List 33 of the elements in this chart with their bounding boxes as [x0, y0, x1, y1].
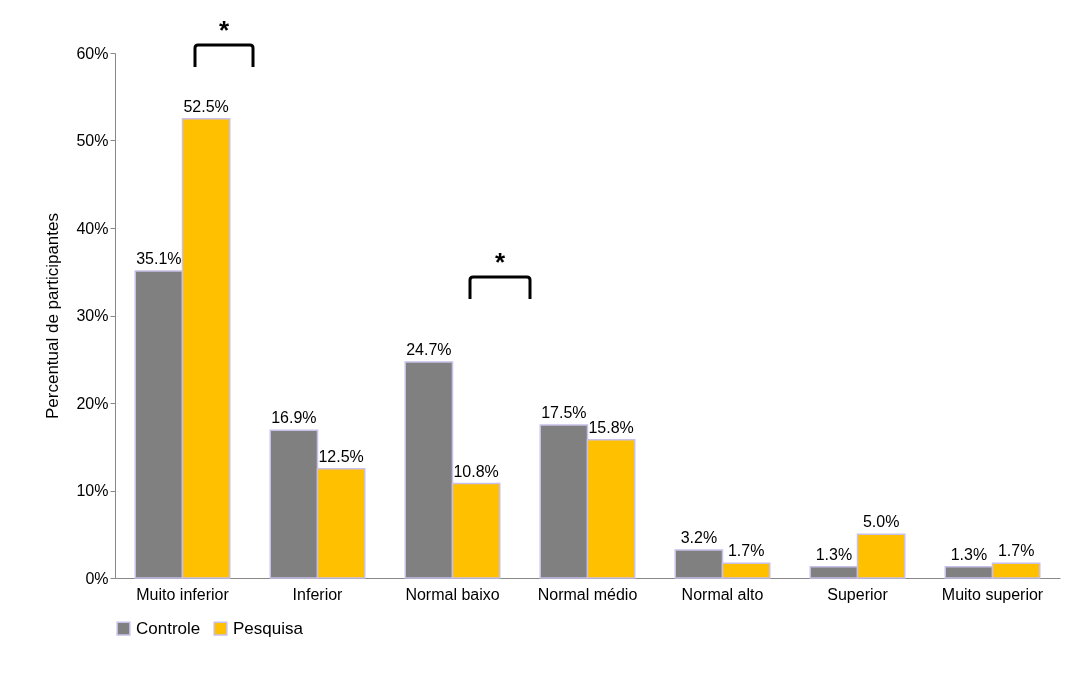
- data-label: 15.8%: [588, 418, 634, 436]
- y-tick-label: 20%: [76, 394, 109, 412]
- data-label: 1.7%: [727, 542, 765, 560]
- y-axis-title: Percentual de participantes: [43, 212, 63, 420]
- data-label: 5.0%: [862, 513, 900, 531]
- data-label: 3.2%: [680, 529, 718, 546]
- y-tick-label: 50%: [76, 132, 109, 149]
- data-label: 12.5%: [318, 447, 364, 465]
- data-label: 16.9%: [271, 409, 317, 427]
- x-tick-label: Normal baixo: [405, 585, 500, 603]
- x-tick-label: Inferior: [292, 585, 344, 603]
- y-tick-label: 0%: [85, 569, 109, 587]
- legend-label: Pesquisa: [233, 618, 304, 638]
- y-tick-label: 10%: [76, 482, 109, 499]
- data-label: 10.8%: [453, 462, 499, 480]
- text: *: [218, 15, 230, 45]
- data-label: 52.5%: [183, 97, 229, 115]
- annotation: *: [494, 247, 506, 277]
- data-label: 17.5%: [541, 403, 587, 421]
- data-label: 24.7%: [406, 340, 452, 358]
- data-label: 1.7%: [997, 542, 1035, 560]
- x-tick-label: Muito inferior: [136, 585, 230, 603]
- legend-label: Controle: [136, 618, 201, 638]
- x-tick-label: Superior: [827, 585, 889, 603]
- y-tick-label: 40%: [76, 219, 109, 237]
- x-tick-label: Normal médio: [537, 585, 638, 603]
- data-label: 1.3%: [950, 545, 988, 563]
- x-tick-label: Normal alto: [681, 585, 764, 603]
- y-tick-label: 30%: [76, 307, 109, 324]
- y-tick-label: 60%: [76, 44, 109, 62]
- data-label: 35.1%: [136, 249, 182, 267]
- data-label: 1.3%: [815, 545, 853, 563]
- x-tick-label: Muito superior: [941, 585, 1044, 603]
